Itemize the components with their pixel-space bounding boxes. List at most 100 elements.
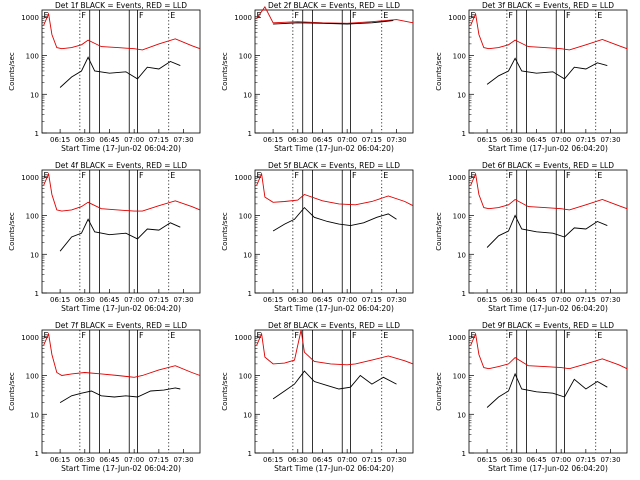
x-tick-label: 06:15 — [477, 456, 497, 464]
plot-frame — [468, 329, 627, 454]
panel-title: Det 2f BLACK = Events, RED = LLD — [268, 1, 400, 10]
event-marker-label: F — [139, 11, 144, 20]
y-tick-label: 100 — [452, 213, 465, 221]
event-marker-label: E — [384, 171, 389, 180]
y-axis-label: Counts/sec — [221, 52, 229, 91]
event-marker-label: E — [470, 331, 475, 340]
detector-panel-6: Det 6f BLACK = Events, RED = LLD 1 10 100 10… — [435, 161, 627, 313]
y-tick-label: 1000 — [235, 174, 253, 182]
x-tick-label: 06:15 — [50, 296, 70, 304]
x-axis-label: Start Time (17-Jun-02 06:04:20) — [61, 144, 181, 153]
x-tick-label: 07:15 — [575, 136, 595, 144]
x-tick-label: 06:45 — [313, 296, 333, 304]
panel-title: Det 6f BLACK = Events, RED = LLD — [482, 161, 614, 170]
detector-panel-1: Det 1f BLACK = Events, RED = LLD 1 10 100 10… — [8, 1, 201, 153]
event-marker-label: E — [470, 11, 475, 20]
y-axis-label: Counts/sec — [8, 372, 16, 411]
plot-frame — [468, 169, 627, 294]
event-marker-label: F — [508, 11, 513, 20]
x-axis-label: Start Time (17-Jun-02 06:04:20) — [274, 304, 394, 313]
y-tick-label: 1000 — [235, 334, 253, 342]
x-tick-label: 06:30 — [501, 136, 521, 144]
x-axis-label: Start Time (17-Jun-02 06:04:20) — [274, 144, 394, 153]
x-tick-label: 06:45 — [313, 136, 333, 144]
plot-frame — [41, 169, 201, 294]
panel-title: Det 7f BLACK = Events, RED = LLD — [55, 321, 187, 330]
y-axis-label: Counts/sec — [8, 212, 16, 251]
event-marker-label: E — [170, 331, 175, 340]
event-marker-label: E — [470, 171, 475, 180]
panel-title: Det 9f BLACK = Events, RED = LLD — [482, 321, 614, 330]
x-tick-label: 06:30 — [288, 296, 308, 304]
x-tick-label: 07:30 — [600, 296, 620, 304]
plot-frame — [41, 329, 201, 454]
panel-title: Det 1f BLACK = Events, RED = LLD — [55, 1, 187, 10]
detector-panel-8: Det 8f BLACK = Events, RED = LLD 1 10 100 10… — [221, 321, 414, 473]
y-tick-label: 100 — [26, 373, 39, 381]
x-tick-label: 06:45 — [313, 456, 333, 464]
plot-frame — [254, 329, 414, 454]
y-tick-label: 1000 — [448, 334, 466, 342]
y-tick-label: 1000 — [448, 14, 466, 22]
event-marker-label: F — [508, 331, 513, 340]
x-tick-label: 06:30 — [75, 136, 95, 144]
x-tick-label: 07:00 — [124, 296, 144, 304]
plot-frame — [254, 9, 414, 134]
y-tick-label: 1 — [248, 450, 252, 458]
y-tick-label: 100 — [26, 213, 39, 221]
x-axis-label: Start Time (17-Jun-02 06:04:20) — [488, 464, 608, 473]
x-tick-label: 07:15 — [362, 296, 382, 304]
y-tick-label: 10 — [30, 411, 39, 419]
events-series-line — [486, 214, 608, 248]
x-tick-label: 07:15 — [362, 136, 382, 144]
y-tick-label: 100 — [239, 213, 252, 221]
y-tick-label: 1 — [35, 290, 39, 298]
event-marker-label: E — [384, 331, 389, 340]
panel-title: Det 8f BLACK = Events, RED = LLD — [268, 321, 400, 330]
y-tick-label: 100 — [452, 53, 465, 61]
plot-frame — [254, 169, 414, 294]
x-tick-label: 07:30 — [600, 456, 620, 464]
y-tick-label: 1 — [461, 130, 465, 138]
x-tick-label: 07:15 — [362, 456, 382, 464]
y-tick-label: 10 — [457, 91, 466, 99]
x-tick-label: 07:00 — [551, 296, 571, 304]
x-tick-label: 06:30 — [75, 456, 95, 464]
x-axis-label: Start Time (17-Jun-02 06:04:20) — [488, 304, 608, 313]
event-marker-label: F — [295, 331, 300, 340]
event-marker-label: F — [295, 11, 300, 20]
x-tick-label: 06:15 — [263, 136, 283, 144]
y-tick-label: 1000 — [21, 174, 39, 182]
lld-series-line — [256, 6, 414, 24]
events-series-line — [59, 56, 181, 88]
y-tick-label: 1 — [461, 450, 465, 458]
panel-title: Det 5f BLACK = Events, RED = LLD — [268, 161, 400, 170]
events-series-line — [273, 370, 398, 400]
x-tick-label: 06:45 — [99, 296, 119, 304]
event-marker-label: E — [257, 331, 262, 340]
x-tick-label: 06:30 — [501, 456, 521, 464]
x-tick-label: 07:00 — [337, 136, 357, 144]
x-tick-label: 07:30 — [173, 136, 193, 144]
x-tick-label: 06:30 — [75, 296, 95, 304]
x-tick-label: 06:15 — [263, 456, 283, 464]
event-marker-label: E — [597, 171, 602, 180]
lld-series-line — [469, 172, 627, 211]
y-tick-label: 10 — [457, 251, 466, 259]
x-tick-label: 07:00 — [124, 456, 144, 464]
y-tick-label: 1000 — [448, 174, 466, 182]
detector-panel-7: Det 7f BLACK = Events, RED = LLD 1 10 100 10… — [8, 321, 201, 473]
events-series-line — [59, 387, 181, 403]
event-marker-label: F — [295, 171, 300, 180]
x-tick-label: 07:30 — [600, 136, 620, 144]
plot-frame — [468, 9, 627, 134]
event-marker-label: F — [81, 331, 86, 340]
x-tick-label: 07:00 — [337, 296, 357, 304]
event-marker-label: E — [384, 11, 389, 20]
x-tick-label: 07:15 — [149, 456, 169, 464]
x-tick-label: 06:15 — [263, 296, 283, 304]
detector-panel-4: Det 4f BLACK = Events, RED = LLD 1 10 100 10… — [8, 161, 201, 313]
y-tick-label: 1000 — [21, 334, 39, 342]
x-tick-label: 06:30 — [288, 456, 308, 464]
